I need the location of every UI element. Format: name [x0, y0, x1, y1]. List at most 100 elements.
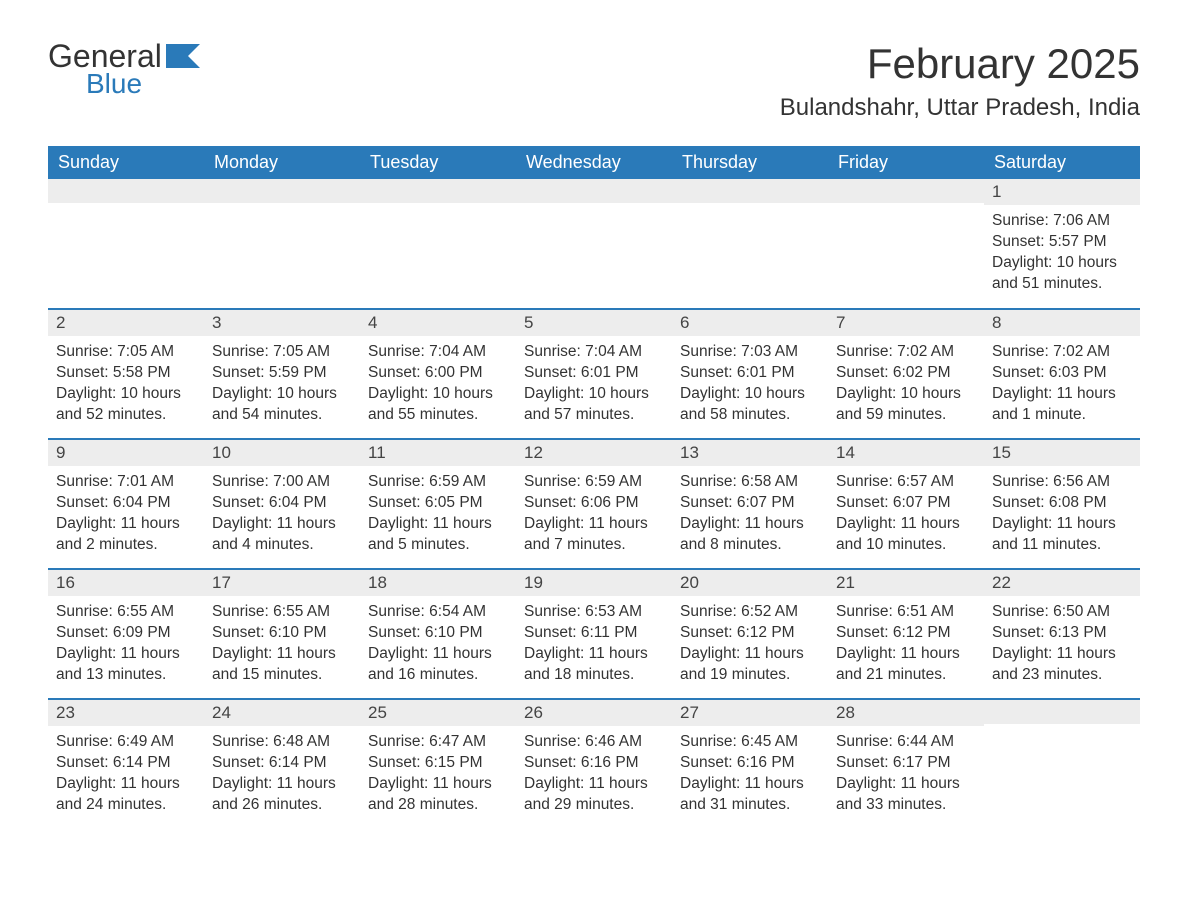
day-number: 14: [828, 440, 984, 466]
week-row: 2Sunrise: 7:05 AMSunset: 5:58 PMDaylight…: [48, 309, 1140, 439]
day-number: 17: [204, 570, 360, 596]
title-block: February 2025 Bulandshahr, Uttar Pradesh…: [780, 40, 1140, 122]
day-cell: [204, 179, 360, 309]
day-cell: 17Sunrise: 6:55 AMSunset: 6:10 PMDayligh…: [204, 569, 360, 699]
day-body: Sunrise: 7:01 AMSunset: 6:04 PMDaylight:…: [48, 466, 204, 566]
day-number: 9: [48, 440, 204, 466]
day-body: Sunrise: 6:46 AMSunset: 6:16 PMDaylight:…: [516, 726, 672, 826]
sunset-text: Sunset: 6:07 PM: [680, 493, 820, 514]
day-number: 15: [984, 440, 1140, 466]
brand-logo: General Blue: [48, 40, 206, 100]
sunrise-text: Sunrise: 7:03 AM: [680, 342, 820, 363]
sunrise-text: Sunrise: 7:04 AM: [524, 342, 664, 363]
day-cell: 2Sunrise: 7:05 AMSunset: 5:58 PMDaylight…: [48, 309, 204, 439]
month-title: February 2025: [780, 40, 1140, 88]
day-body: Sunrise: 6:58 AMSunset: 6:07 PMDaylight:…: [672, 466, 828, 566]
sunrise-text: Sunrise: 7:02 AM: [836, 342, 976, 363]
day-number: [672, 179, 828, 203]
day-number: 2: [48, 310, 204, 336]
day-body: Sunrise: 6:59 AMSunset: 6:05 PMDaylight:…: [360, 466, 516, 566]
sunset-text: Sunset: 6:01 PM: [524, 363, 664, 384]
day-cell: 8Sunrise: 7:02 AMSunset: 6:03 PMDaylight…: [984, 309, 1140, 439]
day-number: 27: [672, 700, 828, 726]
day-body: Sunrise: 7:05 AMSunset: 5:58 PMDaylight:…: [48, 336, 204, 436]
day-number: 28: [828, 700, 984, 726]
sunset-text: Sunset: 6:12 PM: [680, 623, 820, 644]
day-number: [360, 179, 516, 203]
day-body: Sunrise: 7:03 AMSunset: 6:01 PMDaylight:…: [672, 336, 828, 436]
daylight-text: Daylight: 10 hours and 51 minutes.: [992, 253, 1132, 295]
week-row: 16Sunrise: 6:55 AMSunset: 6:09 PMDayligh…: [48, 569, 1140, 699]
sunset-text: Sunset: 6:05 PM: [368, 493, 508, 514]
daylight-text: Daylight: 10 hours and 52 minutes.: [56, 384, 196, 426]
day-body: Sunrise: 6:52 AMSunset: 6:12 PMDaylight:…: [672, 596, 828, 696]
sunrise-text: Sunrise: 6:59 AM: [368, 472, 508, 493]
day-cell: [48, 179, 204, 309]
day-cell: 3Sunrise: 7:05 AMSunset: 5:59 PMDaylight…: [204, 309, 360, 439]
day-cell: 25Sunrise: 6:47 AMSunset: 6:15 PMDayligh…: [360, 699, 516, 829]
day-body: Sunrise: 6:50 AMSunset: 6:13 PMDaylight:…: [984, 596, 1140, 696]
day-body: Sunrise: 7:04 AMSunset: 6:00 PMDaylight:…: [360, 336, 516, 436]
sunrise-text: Sunrise: 7:05 AM: [56, 342, 196, 363]
day-body: Sunrise: 6:51 AMSunset: 6:12 PMDaylight:…: [828, 596, 984, 696]
day-number: 13: [672, 440, 828, 466]
daylight-text: Daylight: 11 hours and 7 minutes.: [524, 514, 664, 556]
daylight-text: Daylight: 11 hours and 10 minutes.: [836, 514, 976, 556]
day-number: [516, 179, 672, 203]
daylight-text: Daylight: 11 hours and 23 minutes.: [992, 644, 1132, 686]
sunrise-text: Sunrise: 7:04 AM: [368, 342, 508, 363]
sunrise-text: Sunrise: 6:51 AM: [836, 602, 976, 623]
day-cell: 13Sunrise: 6:58 AMSunset: 6:07 PMDayligh…: [672, 439, 828, 569]
weekday-header: Wednesday: [516, 146, 672, 179]
sunset-text: Sunset: 5:57 PM: [992, 232, 1132, 253]
sunset-text: Sunset: 6:15 PM: [368, 753, 508, 774]
daylight-text: Daylight: 11 hours and 19 minutes.: [680, 644, 820, 686]
sunrise-text: Sunrise: 6:46 AM: [524, 732, 664, 753]
week-row: 9Sunrise: 7:01 AMSunset: 6:04 PMDaylight…: [48, 439, 1140, 569]
day-number: 25: [360, 700, 516, 726]
week-row: 23Sunrise: 6:49 AMSunset: 6:14 PMDayligh…: [48, 699, 1140, 829]
daylight-text: Daylight: 11 hours and 24 minutes.: [56, 774, 196, 816]
sunrise-text: Sunrise: 6:58 AM: [680, 472, 820, 493]
day-cell: 5Sunrise: 7:04 AMSunset: 6:01 PMDaylight…: [516, 309, 672, 439]
day-cell: 12Sunrise: 6:59 AMSunset: 6:06 PMDayligh…: [516, 439, 672, 569]
sunrise-text: Sunrise: 6:55 AM: [212, 602, 352, 623]
weekday-header: Saturday: [984, 146, 1140, 179]
day-body: Sunrise: 7:00 AMSunset: 6:04 PMDaylight:…: [204, 466, 360, 566]
weekday-header-row: Sunday Monday Tuesday Wednesday Thursday…: [48, 146, 1140, 179]
day-number: 3: [204, 310, 360, 336]
day-number: 1: [984, 179, 1140, 205]
day-cell: 6Sunrise: 7:03 AMSunset: 6:01 PMDaylight…: [672, 309, 828, 439]
day-body: Sunrise: 6:44 AMSunset: 6:17 PMDaylight:…: [828, 726, 984, 826]
sunset-text: Sunset: 6:16 PM: [524, 753, 664, 774]
day-body: Sunrise: 7:05 AMSunset: 5:59 PMDaylight:…: [204, 336, 360, 436]
sunset-text: Sunset: 6:03 PM: [992, 363, 1132, 384]
daylight-text: Daylight: 10 hours and 59 minutes.: [836, 384, 976, 426]
sunrise-text: Sunrise: 6:54 AM: [368, 602, 508, 623]
sunset-text: Sunset: 6:07 PM: [836, 493, 976, 514]
weekday-header: Friday: [828, 146, 984, 179]
day-number: 12: [516, 440, 672, 466]
sunset-text: Sunset: 6:02 PM: [836, 363, 976, 384]
location: Bulandshahr, Uttar Pradesh, India: [780, 94, 1140, 122]
day-body: Sunrise: 7:02 AMSunset: 6:02 PMDaylight:…: [828, 336, 984, 436]
day-body: Sunrise: 6:45 AMSunset: 6:16 PMDaylight:…: [672, 726, 828, 826]
day-number: 22: [984, 570, 1140, 596]
day-cell: 24Sunrise: 6:48 AMSunset: 6:14 PMDayligh…: [204, 699, 360, 829]
sunrise-text: Sunrise: 6:47 AM: [368, 732, 508, 753]
sunset-text: Sunset: 6:16 PM: [680, 753, 820, 774]
day-cell: 28Sunrise: 6:44 AMSunset: 6:17 PMDayligh…: [828, 699, 984, 829]
sunrise-text: Sunrise: 6:56 AM: [992, 472, 1132, 493]
day-cell: 19Sunrise: 6:53 AMSunset: 6:11 PMDayligh…: [516, 569, 672, 699]
daylight-text: Daylight: 11 hours and 11 minutes.: [992, 514, 1132, 556]
day-cell: 15Sunrise: 6:56 AMSunset: 6:08 PMDayligh…: [984, 439, 1140, 569]
daylight-text: Daylight: 11 hours and 8 minutes.: [680, 514, 820, 556]
sunrise-text: Sunrise: 6:48 AM: [212, 732, 352, 753]
sunset-text: Sunset: 6:14 PM: [56, 753, 196, 774]
sunset-text: Sunset: 6:01 PM: [680, 363, 820, 384]
sunrise-text: Sunrise: 6:55 AM: [56, 602, 196, 623]
sunset-text: Sunset: 6:09 PM: [56, 623, 196, 644]
sunrise-text: Sunrise: 7:02 AM: [992, 342, 1132, 363]
day-number: 4: [360, 310, 516, 336]
daylight-text: Daylight: 10 hours and 55 minutes.: [368, 384, 508, 426]
